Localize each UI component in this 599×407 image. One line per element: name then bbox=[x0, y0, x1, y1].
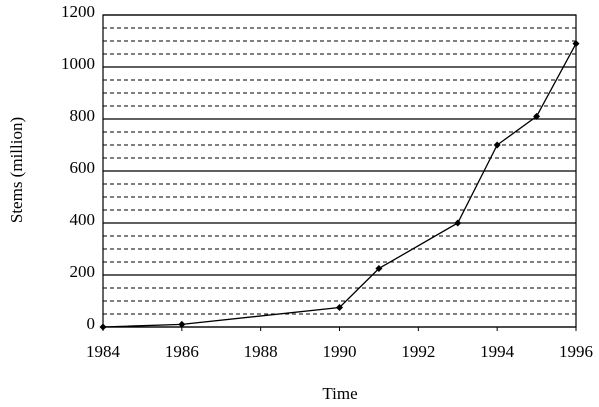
data-point bbox=[493, 141, 501, 149]
y-tick-label: 800 bbox=[70, 106, 96, 125]
y-axis-title: Stems (million) bbox=[7, 117, 26, 223]
data-point bbox=[572, 40, 580, 48]
y-tick-label: 1000 bbox=[61, 54, 95, 73]
y-tick-label: 400 bbox=[70, 210, 96, 229]
plot-frame bbox=[102, 14, 577, 328]
y-tick-label: 1200 bbox=[61, 2, 95, 21]
y-tick-label: 200 bbox=[70, 262, 96, 281]
x-tick-label: 1990 bbox=[323, 342, 357, 361]
data-point bbox=[454, 219, 462, 227]
y-tick-label: 0 bbox=[87, 314, 96, 333]
data-line bbox=[102, 43, 577, 328]
data-point bbox=[336, 304, 343, 311]
data-point bbox=[99, 323, 107, 331]
x-tick-label: 1984 bbox=[86, 342, 121, 361]
x-axis-title: Time bbox=[322, 384, 357, 403]
data-point bbox=[375, 265, 383, 272]
x-tick-label: 1986 bbox=[165, 342, 199, 361]
data-point bbox=[533, 112, 541, 120]
x-tick-label: 1994 bbox=[480, 342, 515, 361]
x-tick-label: 1988 bbox=[244, 342, 278, 361]
x-tick-label: 1996 bbox=[559, 342, 593, 361]
x-tick-label: 1992 bbox=[401, 342, 435, 361]
data-point bbox=[178, 320, 186, 328]
y-tick-label: 600 bbox=[70, 158, 96, 177]
